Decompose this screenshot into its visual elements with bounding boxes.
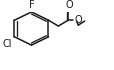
Text: F: F [29,0,34,10]
Text: Cl: Cl [2,39,11,49]
Text: O: O [65,0,72,10]
Text: O: O [74,15,81,25]
